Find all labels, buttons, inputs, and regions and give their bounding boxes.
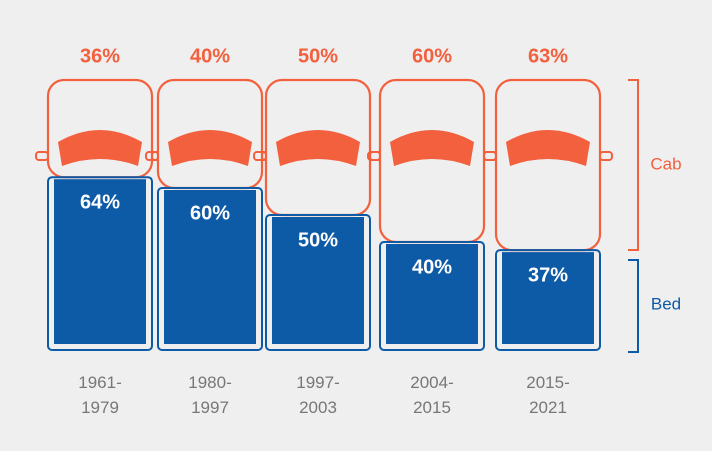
mirror [35,151,49,161]
legend-bed: Bed [651,294,681,313]
bed-outline [47,176,153,351]
bed-value-label: 40% [412,256,452,278]
mirror [367,151,381,161]
bed-value-label: 64% [80,191,120,213]
bed [54,179,146,344]
bed-bracket [628,259,639,353]
windshield [168,130,252,166]
bed-outline [379,241,485,351]
windshield [276,130,360,166]
category-label: 1961-1979 [78,373,122,417]
category-label: 1980-1997 [188,373,232,417]
windshield [506,130,590,166]
bed [164,190,256,344]
cab-value-label: 40% [190,45,230,67]
category-label: 2015-2021 [526,373,570,417]
mirror [483,151,497,161]
bed [386,244,478,344]
mirror [145,151,159,161]
category-label: 2004-2015 [410,373,454,417]
bed-outline [157,187,263,351]
bed-outline [495,249,601,352]
cab-value-label: 36% [80,45,120,67]
windshield [58,130,142,166]
bed [502,252,594,344]
cab-value-label: 60% [412,45,452,67]
cab-value-label: 50% [298,45,338,67]
cab-value-label: 63% [528,45,568,67]
mirror [253,151,267,161]
bed-value-label: 37% [528,264,568,286]
bed-value-label: 50% [298,229,338,251]
legend-cab: Cab [650,154,681,173]
cab-bracket [628,79,639,251]
bed-outline [265,214,371,351]
category-label: 1997-2003 [296,373,340,417]
mirror [599,151,613,161]
windshield [390,130,474,166]
bed [272,217,364,344]
bed-value-label: 60% [190,202,230,224]
